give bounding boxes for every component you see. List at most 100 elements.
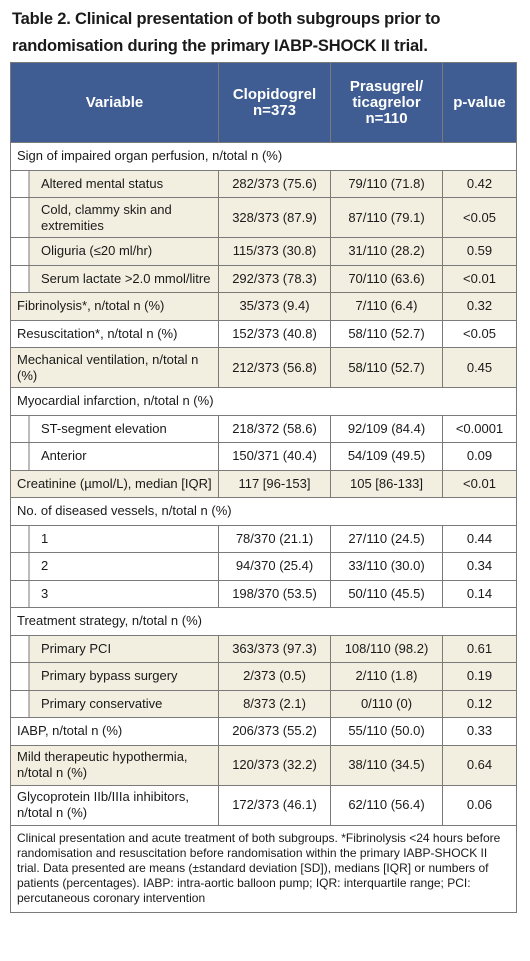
table-row: Primary PCI 363/373 (97.3) 108/110 (98.2) 0… <box>10 634 517 663</box>
row-label: Myocardial infarction, n/total n (%) <box>10 387 517 416</box>
cell: <0.05 <box>442 319 517 348</box>
row-label: Primary bypass surgery <box>10 662 219 691</box>
cell: 70/110 (63.6) <box>330 264 443 293</box>
table-title: Table 2. Clinical presentation of both s… <box>12 10 441 55</box>
cell: 150/371 (40.4) <box>218 442 331 471</box>
table-row: IABP, n/total n (%) 206/373 (55.2) 55/110 … <box>10 717 517 746</box>
table-row: Creatinine (µmol/L), median [IQR] 117 [96… <box>10 469 517 498</box>
table-row: 3 198/370 (53.5) 50/110 (45.5) 0.14 <box>10 579 517 608</box>
cell: 58/110 (52.7) <box>330 319 443 348</box>
table-row: Glycoprotein IIb/IIIa inhibitors, n/tota… <box>10 784 517 826</box>
section-row: Myocardial infarction, n/total n (%) <box>10 387 517 416</box>
cell: 0.44 <box>442 524 517 553</box>
cell: 33/110 (30.0) <box>330 552 443 581</box>
cell: 212/373 (56.8) <box>218 347 331 388</box>
cell: 0.45 <box>442 347 517 388</box>
cell: 115/373 (30.8) <box>218 237 331 266</box>
table-row: Altered mental status 282/373 (75.6) 79/11… <box>10 169 517 198</box>
cell: 108/110 (98.2) <box>330 634 443 663</box>
row-label: Resuscitation*, n/total n (%) <box>10 319 219 348</box>
row-label: 2 <box>10 552 219 581</box>
cell: 0/110 (0) <box>330 689 443 718</box>
table: Variable Clopidogrel n=373 Prasugrel/ tica… <box>10 62 517 913</box>
row-label: ST-segment elevation <box>10 414 219 443</box>
cell: 0.19 <box>442 662 517 691</box>
table-row: ST-segment elevation 218/372 (58.6) 92/109… <box>10 414 517 443</box>
cell: 282/373 (75.6) <box>218 169 331 198</box>
cell: 31/110 (28.2) <box>330 237 443 266</box>
cell: 292/373 (78.3) <box>218 264 331 293</box>
row-label: Primary conservative <box>10 689 219 718</box>
table-row: 1 78/370 (21.1) 27/110 (24.5) 0.44 <box>10 524 517 553</box>
row-label: Glycoprotein IIb/IIIa inhibitors, n/tota… <box>10 784 219 826</box>
cell: 92/109 (84.4) <box>330 414 443 443</box>
cell: 0.64 <box>442 744 517 786</box>
section-row: Sign of impaired organ perfusion, n/tota… <box>10 142 517 171</box>
row-label: Anterior <box>10 442 219 471</box>
cell: 50/110 (45.5) <box>330 579 443 608</box>
row-label: Serum lactate >2.0 mmol/litre <box>10 264 219 293</box>
table-row: Anterior 150/371 (40.4) 54/109 (49.5) 0.09 <box>10 442 517 471</box>
cell: <0.01 <box>442 264 517 293</box>
table-row: Primary conservative 8/373 (2.1) 0/110 (0)… <box>10 689 517 718</box>
cell: 117 [96-153] <box>218 469 331 498</box>
column-header: Variable <box>10 62 219 143</box>
cell: 27/110 (24.5) <box>330 524 443 553</box>
cell: 87/110 (79.1) <box>330 197 443 238</box>
cell: 363/373 (97.3) <box>218 634 331 663</box>
cell: 105 [86-133] <box>330 469 443 498</box>
row-label: IABP, n/total n (%) <box>10 717 219 746</box>
table-body: Sign of impaired organ perfusion, n/tota… <box>10 142 517 913</box>
column-header: Prasugrel/ ticagrelor n=110 <box>330 62 443 143</box>
table-row: 2 94/370 (25.4) 33/110 (30.0) 0.34 <box>10 552 517 581</box>
row-label: Oliguria (≤20 ml/hr) <box>10 237 219 266</box>
cell: 218/372 (58.6) <box>218 414 331 443</box>
footnote-row: Clinical presentation and acute treatmen… <box>10 824 517 913</box>
table-row: Mechanical ventilation, n/total n (%) 212… <box>10 347 517 388</box>
row-label: Primary PCI <box>10 634 219 663</box>
cell: 0.33 <box>442 717 517 746</box>
row-label: Fibrinolysis*, n/total n (%) <box>10 292 219 321</box>
table-row: Fibrinolysis*, n/total n (%) 35/373 (9.4)… <box>10 292 517 321</box>
cell: 0.61 <box>442 634 517 663</box>
cell: 38/110 (34.5) <box>330 744 443 786</box>
cell: 0.06 <box>442 784 517 826</box>
cell: 2/110 (1.8) <box>330 662 443 691</box>
row-label: Mild therapeutic hypothermia, n/total n … <box>10 744 219 786</box>
cell: 198/370 (53.5) <box>218 579 331 608</box>
cell: 58/110 (52.7) <box>330 347 443 388</box>
cell: 94/370 (25.4) <box>218 552 331 581</box>
cell: 8/373 (2.1) <box>218 689 331 718</box>
row-label: Altered mental status <box>10 169 219 198</box>
table-row: Oliguria (≤20 ml/hr) 115/373 (30.8) 31/110… <box>10 237 517 266</box>
cell: 152/373 (40.8) <box>218 319 331 348</box>
cell: 0.12 <box>442 689 517 718</box>
cell: 0.14 <box>442 579 517 608</box>
cell: 0.59 <box>442 237 517 266</box>
cell: 79/110 (71.8) <box>330 169 443 198</box>
table-row: Serum lactate >2.0 mmol/litre 292/373 (78… <box>10 264 517 293</box>
cell: 328/373 (87.9) <box>218 197 331 238</box>
row-label: 3 <box>10 579 219 608</box>
row-label: Treatment strategy, n/total n (%) <box>10 607 517 636</box>
header-row: Variable Clopidogrel n=373 Prasugrel/ tica… <box>10 62 517 143</box>
row-label: Creatinine (µmol/L), median [IQR] <box>10 469 219 498</box>
cell: 0.32 <box>442 292 517 321</box>
row-label: Cold, clammy skin and extremities <box>10 197 219 238</box>
cell: 172/373 (46.1) <box>218 784 331 826</box>
cell: 120/373 (32.2) <box>218 744 331 786</box>
cell: 7/110 (6.4) <box>330 292 443 321</box>
column-header: Clopidogrel n=373 <box>218 62 331 143</box>
row-label: Sign of impaired organ perfusion, n/tota… <box>10 142 517 171</box>
table-row: Resuscitation*, n/total n (%) 152/373 (40… <box>10 319 517 348</box>
table-row: Cold, clammy skin and extremities 328/373… <box>10 197 517 238</box>
table-row: Mild therapeutic hypothermia, n/total n … <box>10 744 517 786</box>
cell: 55/110 (50.0) <box>330 717 443 746</box>
cell: 62/110 (56.4) <box>330 784 443 826</box>
cell: 0.42 <box>442 169 517 198</box>
cell: 2/373 (0.5) <box>218 662 331 691</box>
cell: <0.05 <box>442 197 517 238</box>
cell: <0.01 <box>442 469 517 498</box>
cell: <0.0001 <box>442 414 517 443</box>
